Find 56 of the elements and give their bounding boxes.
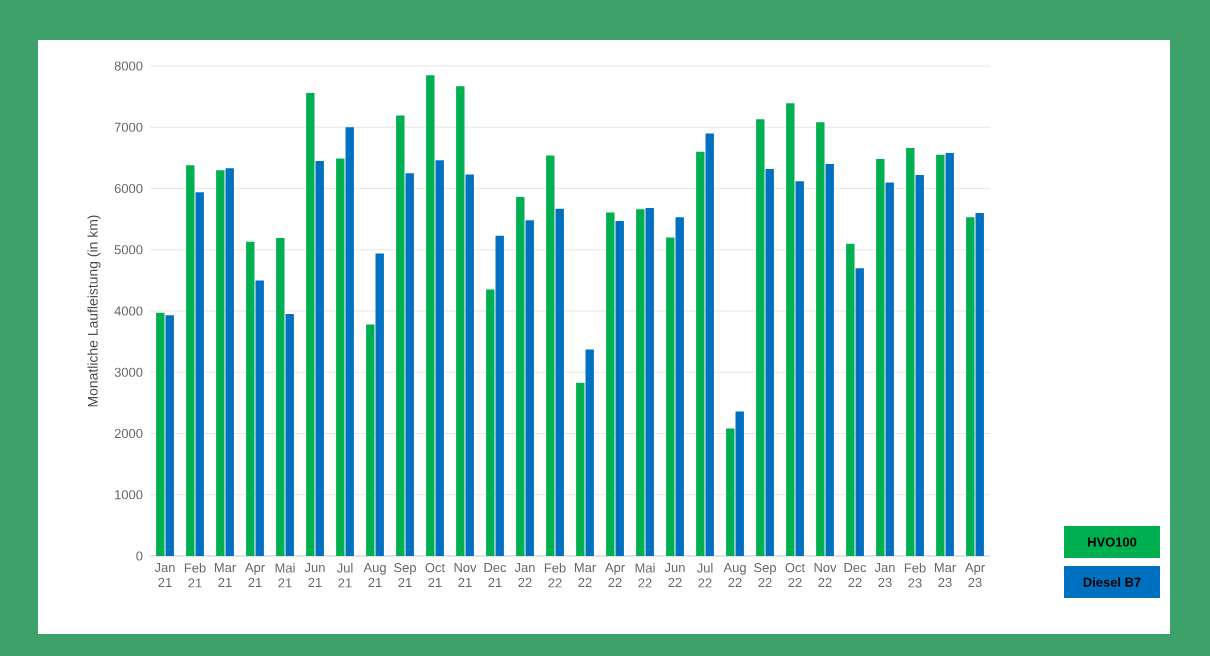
- bar: [186, 165, 195, 556]
- bar: [786, 103, 795, 556]
- bar: [576, 382, 585, 556]
- bar: [315, 160, 324, 556]
- bar: [225, 168, 234, 556]
- bar: [165, 315, 174, 556]
- bar: [846, 243, 855, 556]
- bar: [915, 175, 924, 556]
- bar: [396, 115, 405, 556]
- bar: [885, 182, 894, 556]
- bar: [585, 349, 594, 556]
- bar: [465, 174, 474, 556]
- bar: [765, 168, 774, 556]
- bar: [435, 160, 444, 556]
- bar: [936, 154, 945, 556]
- bar: [426, 75, 435, 556]
- bar: [906, 148, 915, 556]
- bar: [276, 238, 285, 556]
- bar: [525, 220, 534, 556]
- bar: [855, 268, 864, 556]
- bar: [606, 212, 615, 556]
- bar: [375, 253, 384, 556]
- bar: [285, 314, 294, 556]
- bar: [975, 213, 984, 556]
- bar: [555, 208, 564, 556]
- bar: [795, 181, 804, 556]
- bar: [615, 220, 624, 556]
- bar: [456, 86, 465, 556]
- bar: [546, 155, 555, 556]
- bar: [306, 92, 315, 556]
- bar: [825, 164, 834, 556]
- bar: [255, 280, 264, 556]
- bar: [195, 192, 204, 556]
- bar: [486, 289, 495, 556]
- bar: [246, 241, 255, 556]
- bar: [405, 173, 414, 556]
- bar: [876, 159, 885, 556]
- bar: [675, 217, 684, 556]
- bar: [945, 152, 954, 556]
- bar: [495, 235, 504, 556]
- bar: [345, 127, 354, 556]
- bar: [756, 119, 765, 556]
- bar: [645, 208, 654, 556]
- bar: [726, 428, 735, 556]
- bar: [516, 197, 525, 556]
- bar: [216, 170, 225, 556]
- bar: [366, 324, 375, 556]
- bar: [636, 209, 645, 556]
- bar: [735, 411, 744, 556]
- bar: [696, 151, 705, 556]
- bar: [705, 133, 714, 556]
- bar: [966, 217, 975, 556]
- bar: [336, 158, 345, 556]
- bar: [156, 312, 165, 556]
- bar: [666, 237, 675, 556]
- bar: [816, 122, 825, 556]
